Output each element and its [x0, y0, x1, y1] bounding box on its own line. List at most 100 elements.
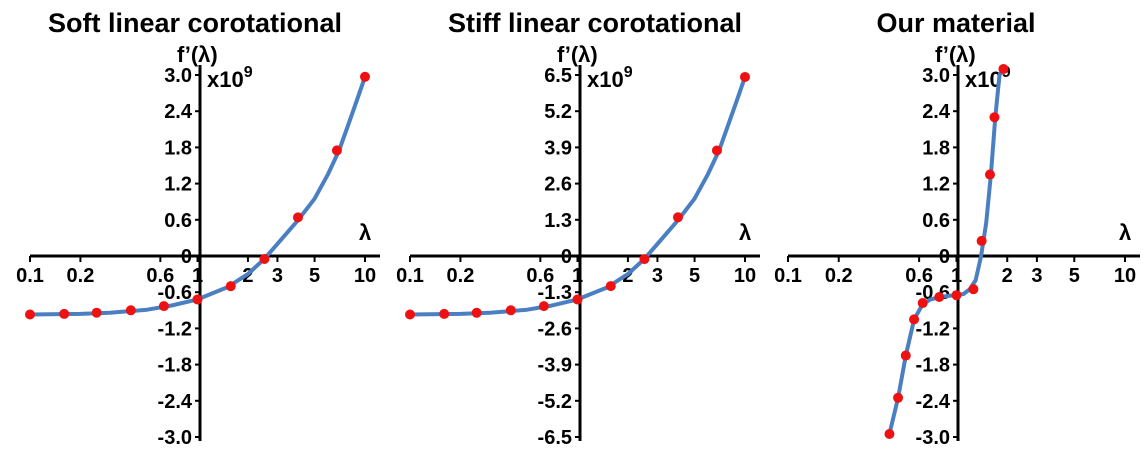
x-tick-label: 0.6	[905, 265, 933, 287]
data-point	[917, 298, 928, 309]
y-multiplier-label: x109	[207, 64, 253, 92]
chart-title: Soft linear corotational	[48, 8, 342, 38]
y-tick-label: -2.4	[158, 391, 193, 413]
data-point	[225, 281, 236, 292]
y-tick-label: 3.9	[544, 137, 572, 159]
y-tick-label: -1.8	[916, 355, 950, 377]
x-tick-label: 0.1	[774, 265, 802, 287]
data-point	[405, 309, 415, 320]
y-tick-label: 3.0	[164, 65, 192, 87]
chart-panel-1: Soft linear corotational f’(λ)x109 λ 3.0 2.4…	[16, 8, 380, 449]
chart-panel-2: Stiff linear corotational f’(λ)x109 λ 6.5 5.…	[396, 8, 760, 449]
data-point	[572, 294, 583, 305]
data-point	[976, 235, 987, 246]
data-point	[605, 281, 616, 292]
y-tick-label: -6.5	[538, 427, 572, 449]
x-tick-label: 10	[734, 265, 756, 287]
data-point	[909, 314, 920, 325]
x-tick-label: 0.1	[396, 265, 424, 287]
data-point	[125, 305, 136, 316]
x-tick-label: 1	[192, 265, 203, 287]
y-tick-label: 3.0	[922, 65, 950, 87]
x-tick-label: 3	[272, 265, 283, 287]
data-point	[25, 309, 35, 320]
y-tick-label: 1.3	[544, 210, 572, 232]
data-point	[158, 301, 169, 312]
x-tick-label: 0.6	[526, 265, 554, 287]
x-tick-label: 10	[354, 265, 376, 287]
y-axis-label: f’(λ)	[935, 42, 976, 67]
x-tick-label: 5	[689, 265, 700, 287]
x-axis-label: λ	[1119, 220, 1131, 245]
data-point	[505, 305, 516, 316]
y-tick-label: -1.3	[538, 282, 572, 304]
y-tick-label: -2.6	[538, 318, 572, 340]
data-point	[989, 112, 1000, 123]
y-tick-label: 2.6	[544, 174, 572, 196]
data-point	[984, 169, 995, 180]
data-point	[884, 428, 895, 439]
y-axis-label: f’(λ)	[177, 42, 218, 67]
x-tick-label: 1	[951, 265, 962, 287]
x-tick-label: 0.2	[447, 265, 475, 287]
y-tick-label: 1.2	[922, 174, 950, 196]
x-tick-label: 3	[652, 265, 663, 287]
x-tick-label: 0.1	[16, 265, 44, 287]
x-tick-label: 0.6	[146, 265, 174, 287]
y-tick-label: -1.8	[158, 355, 192, 377]
y-multiplier-exponent: 9	[244, 64, 253, 81]
y-tick-label: -0.6	[158, 282, 192, 304]
y-tick-label: 1.8	[922, 137, 950, 159]
y-axis-label: f’(λ)	[557, 42, 598, 67]
data-point	[672, 212, 683, 223]
y-tick-label: 0.6	[922, 210, 950, 232]
y-tick-label: 0	[181, 246, 192, 268]
x-tick-label: 0.2	[825, 265, 853, 287]
data-point	[439, 308, 450, 319]
y-tick-label: 1.2	[164, 174, 192, 196]
data-point	[968, 284, 979, 295]
data-point	[292, 212, 303, 223]
y-tick-label: -3.9	[538, 355, 572, 377]
data-point	[998, 63, 1009, 74]
x-tick-label: 0.2	[67, 265, 95, 287]
y-tick-label: 2.4	[164, 101, 193, 123]
chart-panel-3: Our materialf’(λ)x109λ3.02.41.81.20.60-0…	[774, 8, 1140, 449]
data-point	[259, 254, 270, 265]
data-point	[934, 292, 945, 303]
y-tick-label: 1.8	[164, 137, 192, 159]
x-tick-label: 5	[1069, 265, 1080, 287]
y-tick-label: -2.4	[916, 391, 951, 413]
data-point	[471, 307, 482, 318]
y-tick-label: 2.4	[922, 101, 951, 123]
data-point	[59, 308, 70, 319]
y-tick-label: -3.0	[916, 427, 950, 449]
y-tick-label: -5.2	[538, 391, 572, 413]
data-point	[900, 350, 911, 361]
y-multiplier-label: x109	[587, 64, 633, 92]
y-tick-label: 6.5	[544, 65, 572, 87]
x-tick-label: 2	[1002, 265, 1013, 287]
y-tick-label: -1.2	[916, 318, 950, 340]
data-point	[360, 71, 370, 82]
data-point	[740, 71, 750, 82]
data-point	[711, 145, 722, 156]
y-tick-label: 0	[561, 246, 572, 268]
data-point	[331, 145, 342, 156]
data-point	[192, 294, 203, 305]
data-point	[893, 392, 904, 403]
y-tick-label: 0	[939, 246, 950, 268]
y-tick-label: 5.2	[544, 101, 572, 123]
data-point	[538, 301, 549, 312]
x-axis-label: λ	[739, 220, 751, 245]
data-point	[639, 254, 650, 265]
x-tick-label: 3	[1031, 265, 1042, 287]
data-point	[91, 307, 102, 318]
x-axis-label: λ	[359, 220, 371, 245]
y-tick-label: -3.0	[158, 427, 192, 449]
y-tick-label: 0.6	[164, 210, 192, 232]
y-tick-label: -1.2	[158, 318, 192, 340]
chart-title: Stiff linear corotational	[448, 8, 742, 38]
x-tick-label: 5	[309, 265, 320, 287]
